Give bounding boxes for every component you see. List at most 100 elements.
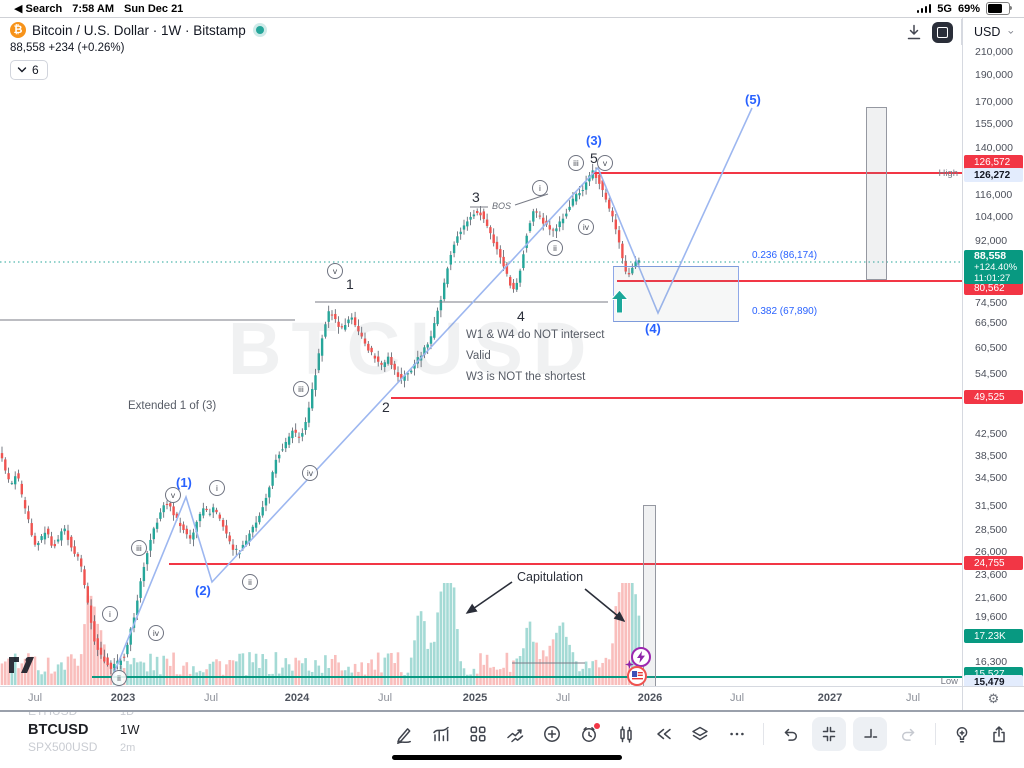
minor-wave-circle-label[interactable]: iii (293, 381, 309, 397)
annotation-text[interactable]: Extended 1 of (3) (128, 400, 217, 412)
collapse-panels-button[interactable] (812, 717, 846, 751)
price-tick-label: 34,500 (975, 472, 1008, 484)
price-level-badge: 15,479 (964, 675, 1023, 689)
chevron-down-icon (1008, 30, 1014, 34)
last-price: 88,558 (10, 42, 46, 54)
up-arrow-marker[interactable] (609, 289, 630, 318)
wave-number-label[interactable]: 3 (472, 189, 480, 205)
price-level-badge: 126,572 (964, 155, 1023, 169)
high-marker-label: High (938, 168, 958, 179)
bar-style-button[interactable] (611, 719, 641, 749)
minor-wave-circle-label[interactable]: ii (111, 670, 127, 686)
minor-wave-circle-label[interactable]: iii (131, 540, 147, 556)
time-tick-label: 2027 (817, 692, 843, 704)
minor-wave-circle-label[interactable]: v (165, 487, 181, 503)
primary-wave-label[interactable]: (3) (586, 133, 602, 148)
price-tick-label: 210,000 (975, 46, 1013, 58)
ideas-button[interactable] (947, 719, 977, 749)
indicators-button[interactable] (426, 719, 456, 749)
fib-level-label[interactable]: 0.382 (67,890) (752, 306, 818, 317)
currency-dropdown[interactable]: USD (962, 25, 1024, 39)
redo-button[interactable] (894, 719, 924, 749)
layout-grid-button[interactable] (463, 719, 493, 749)
price-tick-label: 19,600 (975, 611, 1008, 623)
time-tick-label: Jul (27, 692, 43, 704)
symbol-title[interactable]: Bitcoin / U.S. Dollar · 1W · Bitstamp (32, 22, 246, 38)
minor-wave-circle-label[interactable]: v (597, 155, 613, 171)
minor-wave-circle-label[interactable]: iv (148, 625, 164, 641)
minor-wave-circle-label[interactable]: i (102, 606, 118, 622)
price-tick-label: 38,500 (975, 450, 1008, 462)
wave-number-label[interactable]: 5 (590, 150, 598, 166)
price-tick-label: 155,000 (975, 118, 1013, 130)
minor-wave-circle-label[interactable]: ii (242, 574, 258, 590)
primary-wave-label[interactable]: (4) (645, 321, 661, 336)
annotation-text[interactable]: Capitulation (517, 570, 584, 584)
minor-wave-circle-label[interactable]: i (532, 180, 548, 196)
price-tick-label: 60,500 (975, 342, 1008, 354)
price-tick-label: 190,000 (975, 69, 1013, 81)
price-tick-label: 26,000 (975, 546, 1008, 558)
compare-button[interactable] (500, 719, 530, 749)
dock-panel-button[interactable] (853, 717, 887, 751)
wave-number-label[interactable]: 2 (382, 399, 390, 415)
screenshot-button[interactable] (932, 21, 953, 43)
topright-controls: USD (904, 19, 1024, 45)
current-price-badge: 88,558 +124.40% 11:01:27 (964, 250, 1023, 284)
symbol-carousel-item[interactable]: SPX500USD 2m (28, 740, 228, 756)
primary-wave-label[interactable]: (1) (176, 475, 192, 490)
back-to-search-link[interactable]: ◀ Search (14, 3, 63, 15)
indicators-collapse-button[interactable]: 6 (10, 60, 48, 80)
event-lightning-badge[interactable] (631, 647, 651, 667)
price-tick-label: 23,600 (975, 569, 1008, 581)
price-tick-label: 116,000 (975, 189, 1013, 201)
symbol-timeframe: 2m (120, 742, 136, 754)
annotation-text[interactable]: Valid (466, 350, 491, 362)
price-tick-label: 54,500 (975, 368, 1008, 380)
wave-number-label[interactable]: 4 (517, 308, 525, 324)
minor-wave-circle-label[interactable]: ii (547, 240, 563, 256)
projection-box[interactable] (613, 266, 739, 322)
price-tick-label: 21,600 (975, 592, 1008, 604)
symbol-title-row[interactable]: ₿ Bitcoin / U.S. Dollar · 1W · Bitstamp (10, 22, 264, 38)
alert-badge (594, 723, 600, 729)
object-tree-button[interactable] (685, 719, 715, 749)
bitcoin-logo-icon: ₿ (10, 22, 26, 38)
minor-wave-circle-label[interactable]: iii (568, 155, 584, 171)
annotation-text[interactable]: W3 is NOT the shortest (466, 371, 586, 383)
add-button[interactable] (537, 719, 567, 749)
minor-wave-circle-label[interactable]: i (209, 480, 225, 496)
time-tick-label: Jul (203, 692, 219, 704)
event-report-badge[interactable] (627, 666, 647, 686)
elliott-trend-line (111, 107, 753, 679)
primary-wave-label[interactable]: (5) (745, 92, 761, 107)
draw-tool-button[interactable] (389, 719, 419, 749)
share-button[interactable] (984, 719, 1014, 749)
symbol-carousel-item[interactable]: ETHUSD 1D (28, 710, 228, 722)
undo-button[interactable] (775, 719, 805, 749)
axis-settings-corner[interactable]: ⚙ (962, 686, 1024, 710)
annotation-text[interactable]: W1 & W4 do NOT intersect (466, 329, 605, 341)
time-axis[interactable]: Jul 2023 Jul 2024 Jul 2025 Jul 2026 Jul 2027 Jul (0, 686, 962, 711)
fib-level-label[interactable]: 0.236 (86,174) (752, 250, 818, 261)
symbol-name: ETHUSD (28, 710, 78, 718)
minor-wave-circle-label[interactable]: iv (578, 219, 594, 235)
annotation-text[interactable]: BOS (492, 201, 512, 211)
gray-vertical-bar[interactable] (866, 107, 887, 280)
tradingview-logo[interactable] (8, 656, 42, 674)
alerts-button[interactable] (574, 719, 604, 749)
replay-button[interactable] (648, 719, 678, 749)
wave-number-label[interactable]: 1 (346, 276, 354, 292)
minor-wave-circle-label[interactable]: iv (302, 465, 318, 481)
battery-percent: 69% (957, 2, 980, 15)
minor-wave-circle-label[interactable]: v (327, 263, 343, 279)
download-button[interactable] (904, 22, 924, 42)
primary-wave-label[interactable]: (2) (195, 583, 211, 598)
more-options-button[interactable] (722, 719, 752, 749)
price-scale[interactable]: 210,000 190,000 170,000 155,000 140,000 116,0… (962, 18, 1024, 689)
symbol-carousel[interactable]: ETHUSD 1D BTCUSD 1W SPX500USD 2m (28, 710, 228, 756)
symbol-carousel-item[interactable]: BTCUSD 1W (28, 722, 228, 740)
home-indicator[interactable] (392, 755, 622, 760)
time-tick-label: 2026 (637, 692, 663, 704)
